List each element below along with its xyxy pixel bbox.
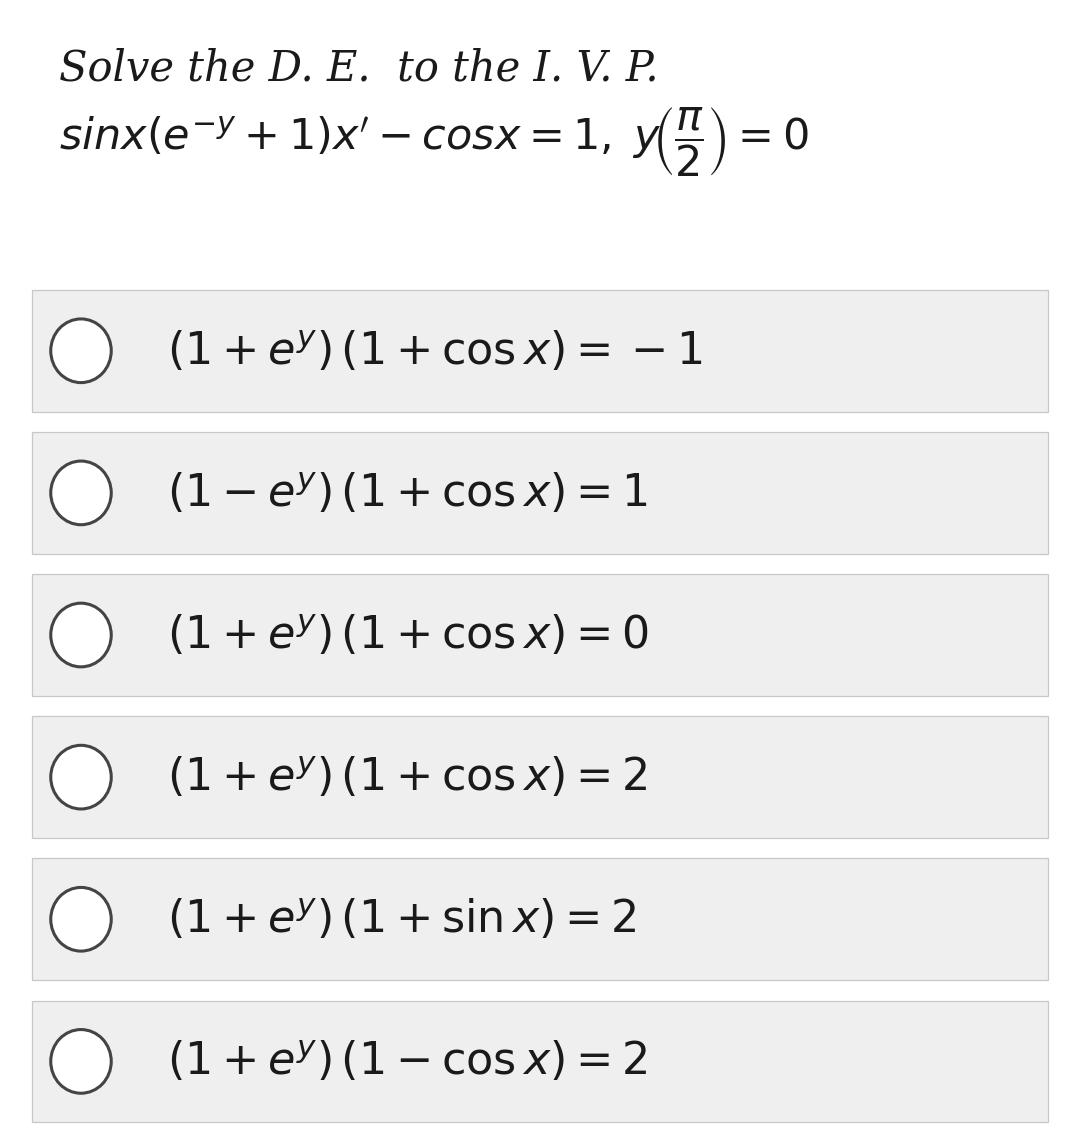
Text: $\mathit{sinx}(e^{-y} + 1)x^{\prime} - \mathit{cosx} = 1, \; y\!\left(\dfrac{\pi: $\mathit{sinx}(e^{-y} + 1)x^{\prime} - \… — [59, 106, 809, 179]
FancyBboxPatch shape — [32, 432, 1048, 554]
FancyBboxPatch shape — [32, 858, 1048, 980]
Text: $(1 + e^{y})\,(1 - \cos x) = 2$: $(1 + e^{y})\,(1 - \cos x) = 2$ — [167, 1039, 648, 1084]
FancyBboxPatch shape — [32, 1001, 1048, 1122]
Text: $(1 - e^{y})\,(1 + \cos x) = 1$: $(1 - e^{y})\,(1 + \cos x) = 1$ — [167, 471, 648, 515]
Circle shape — [51, 1030, 111, 1094]
Circle shape — [51, 318, 111, 382]
Text: $(1 + e^{y})\,(1 + \cos x) = 2$: $(1 + e^{y})\,(1 + \cos x) = 2$ — [167, 755, 648, 799]
Circle shape — [51, 603, 111, 666]
Circle shape — [51, 746, 111, 810]
FancyBboxPatch shape — [32, 290, 1048, 412]
Text: Solve the D. E.  to the I. V. P.: Solve the D. E. to the I. V. P. — [59, 48, 659, 89]
Circle shape — [51, 887, 111, 951]
Circle shape — [51, 462, 111, 525]
Text: $(1 + e^{y})\,(1 + \sin x) = 2$: $(1 + e^{y})\,(1 + \sin x) = 2$ — [167, 897, 637, 941]
Text: $(1 + e^{y})\,(1 + \cos x) = -1$: $(1 + e^{y})\,(1 + \cos x) = -1$ — [167, 329, 703, 373]
Text: $(1 + e^{y})\,(1 + \cos x) = 0$: $(1 + e^{y})\,(1 + \cos x) = 0$ — [167, 613, 649, 657]
FancyBboxPatch shape — [32, 716, 1048, 838]
FancyBboxPatch shape — [32, 574, 1048, 696]
